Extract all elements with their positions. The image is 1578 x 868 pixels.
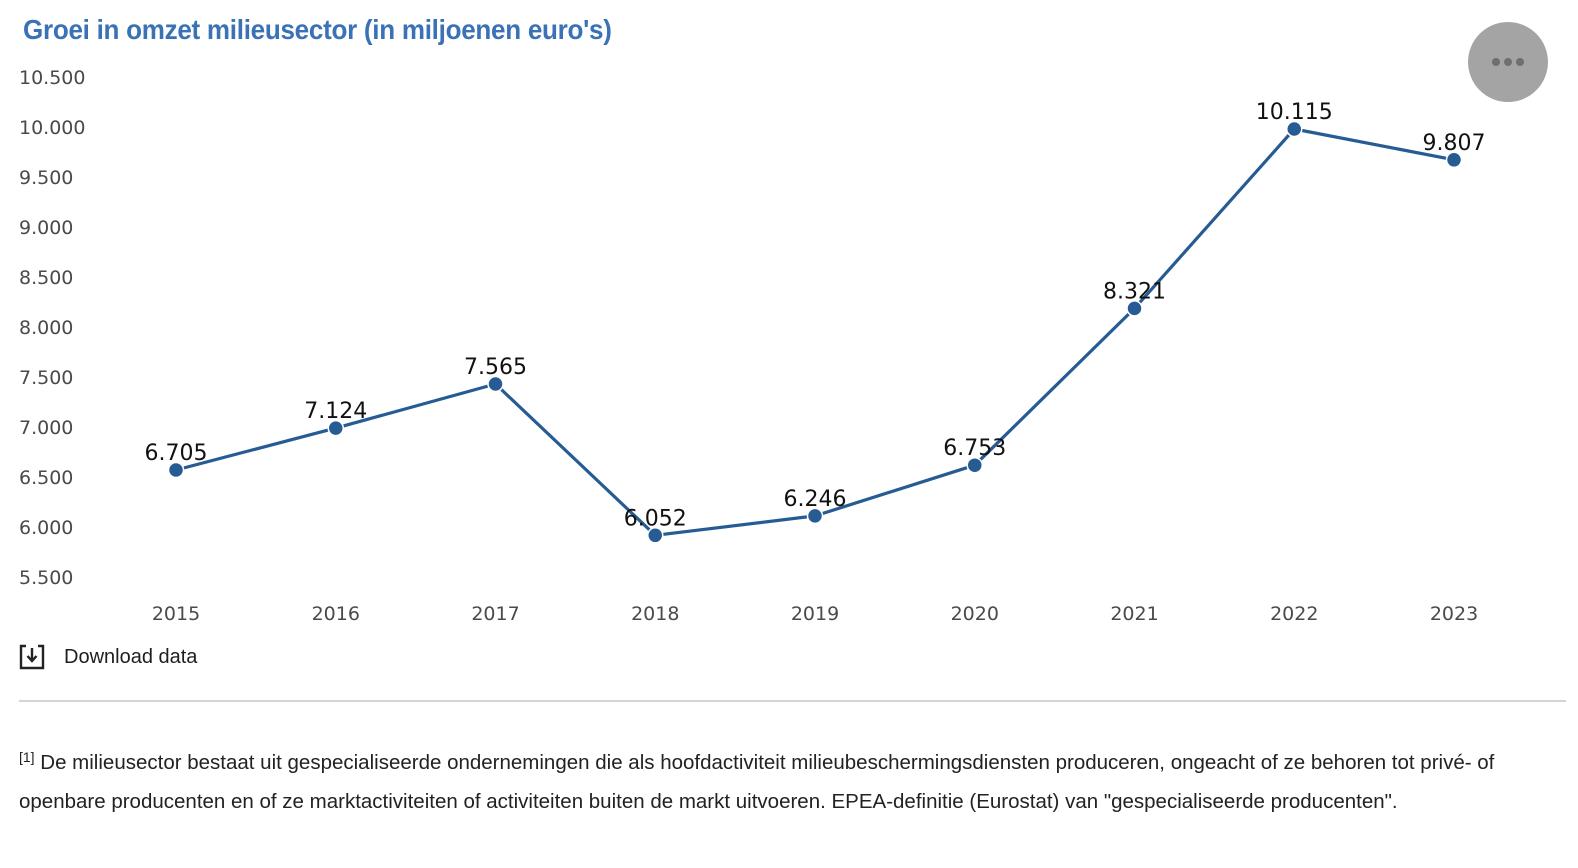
x-tick-label: 2016 [312, 603, 360, 625]
y-tick-label: 6.500 [19, 467, 73, 489]
y-tick-label: 9.000 [19, 217, 73, 239]
x-tick-label: 2015 [152, 603, 200, 625]
x-axis: 2015 2016 2017 2018 2019 2020 2021 2022 2023 [152, 603, 1478, 625]
data-point[interactable] [167, 461, 185, 479]
data-label: 6.052 [624, 506, 687, 531]
x-tick-label: 2018 [631, 603, 679, 625]
data-point[interactable] [647, 527, 664, 544]
data-point[interactable] [1445, 151, 1463, 169]
more-horizontal-icon-dot [1504, 58, 1512, 66]
y-tick-label: 10.000 [19, 117, 85, 139]
data-label: 10.115 [1256, 100, 1333, 125]
data-label: 6.246 [784, 487, 847, 512]
data-point[interactable] [806, 507, 824, 525]
footnote: [1] De milieusector bestaat uit gespecia… [19, 744, 1549, 821]
line-chart: 5.500 6.000 6.500 7.000 7.500 8.000 8.500 9.000… [19, 67, 1486, 625]
y-tick-label: 9.500 [19, 167, 73, 189]
data-labels-group: 6.705 7.124 7.565 6.052 6.246 6.753 8.321 10.11… [145, 100, 1486, 531]
footnote-text: De milieusector bestaat uit gespecialise… [19, 751, 1495, 813]
y-tick-label: 8.000 [19, 317, 73, 339]
chart-title: Groei in omzet milieusector (in miljoene… [23, 14, 612, 45]
x-tick-label: 2019 [791, 603, 839, 625]
data-label: 7.565 [464, 355, 527, 380]
x-tick-label: 2017 [471, 603, 519, 625]
data-label: 7.124 [304, 399, 367, 424]
data-label: 6.705 [145, 441, 208, 466]
y-tick-label: 5.500 [19, 567, 73, 589]
y-tick-label: 7.500 [19, 367, 73, 389]
download-icon [19, 644, 45, 670]
y-axis: 5.500 6.000 6.500 7.000 7.500 8.000 8.500 9.000… [19, 67, 85, 589]
y-tick-label: 10.500 [19, 67, 85, 89]
x-tick-label: 2022 [1270, 603, 1318, 625]
series-line-group [167, 120, 1463, 544]
data-point[interactable] [487, 375, 504, 393]
data-point[interactable] [1126, 300, 1143, 317]
data-label: 6.753 [943, 436, 1006, 461]
x-tick-label: 2020 [951, 603, 999, 625]
divider [19, 700, 1566, 702]
download-data-button[interactable]: Download data [19, 644, 197, 670]
more-horizontal-icon [1492, 58, 1500, 66]
download-data-label: Download data [64, 645, 198, 668]
chart-menu-button[interactable] [1468, 22, 1548, 102]
data-point[interactable] [966, 456, 983, 474]
footnote-marker: [1] [19, 749, 35, 765]
x-tick-label: 2023 [1430, 603, 1478, 625]
more-horizontal-icon-dot [1516, 58, 1524, 66]
y-tick-label: 8.500 [19, 267, 73, 289]
data-label: 9.807 [1423, 131, 1486, 156]
x-tick-label: 2021 [1110, 603, 1158, 625]
y-tick-label: 7.000 [19, 417, 73, 439]
data-point[interactable] [327, 419, 344, 437]
series-line [175, 127, 1455, 537]
data-label: 8.321 [1103, 279, 1166, 304]
data-point[interactable] [1286, 120, 1303, 138]
y-tick-label: 6.000 [19, 517, 73, 539]
